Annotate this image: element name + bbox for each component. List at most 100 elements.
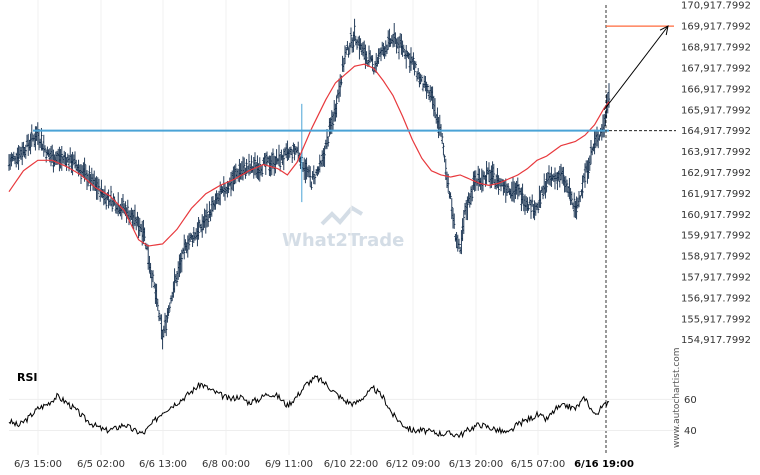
ohlc-bar [521,183,524,204]
ohlc-bar [413,60,416,76]
ohlc-bar [346,41,349,51]
ohlc-bar [441,133,444,145]
ohlc-bar [197,216,200,240]
ohlc-bar [143,227,146,242]
ohlc-bar [420,74,423,83]
ohlc-bar [581,175,584,199]
ohlc-bar [412,52,415,70]
ohlc-bar [453,213,456,229]
ohlc-bar [165,314,168,337]
ohlc-bar [492,163,495,184]
watermark-text: What2Trade [282,230,404,251]
ohlc-bar [349,27,353,48]
ohlc-bar [598,134,601,141]
price-tick-label: 154,917.7992 [681,335,751,346]
rsi-level-lines [9,398,676,431]
price-tick-label: 162,917.7992 [681,168,751,179]
rsi-tick-label: 40 [684,426,697,437]
ohlc-bar [271,148,275,169]
ohlc-bar [40,127,43,151]
ohlc-bar [183,234,186,260]
ohlc-bar [247,153,251,176]
ohlc-bar [497,175,500,195]
ohlc-bar [335,95,338,118]
ohlc-bar [527,204,530,211]
ohlc-bar [570,191,573,205]
rsi-line [8,375,610,439]
ohlc-bar [43,145,47,153]
ohlc-bar [12,151,15,162]
ohlc-bar [167,305,170,317]
ohlc-bar [541,185,545,200]
ohlc-bar [21,142,24,166]
ohlc-bar [253,152,257,176]
ohlc-bar [291,149,294,164]
ohlc-bar [166,308,169,323]
price-tick-label: 155,917.7992 [681,314,751,325]
price-axis: 170,917.7992 169,917.7992 168,917.7992 167,… [681,1,751,347]
ohlc-bar [544,180,547,199]
ohlc-bar [579,195,582,203]
time-tick-label: 6/15 07:00 [511,459,565,470]
ohlc-bar [575,196,578,220]
time-tick-label: 6/13 20:00 [449,459,503,470]
ohlc-bar [457,238,461,250]
watermark-logo-icon [320,205,364,226]
ohlc-bar [149,262,152,279]
ohlc-bar [442,142,445,156]
rsi-axis: 60 40 [684,395,697,437]
ohlc-bar [207,214,210,227]
ohlc-bar [279,153,282,172]
ohlc-bar [531,194,534,207]
ohlc-bar [309,166,312,187]
ohlc-bar [156,298,159,311]
ohlc-bar [471,185,474,202]
ohlc-bar [402,44,405,53]
ohlc-bar [507,183,510,193]
moving-average-line [8,63,610,247]
time-tick-label: 6/3 15:00 [14,459,62,470]
ohlc-bar [30,124,33,147]
projection-arrow-line [603,25,669,111]
ohlc-bar [258,157,261,182]
ohlc-bar [88,165,91,184]
time-gridlines [37,0,539,455]
ohlc-bar [205,203,209,228]
ohlc-bar [565,179,569,193]
time-tick-label: 6/10 22:00 [324,459,378,470]
ohlc-bar [588,155,591,171]
ohlc-bar [323,145,326,167]
ohlc-bar [168,302,171,312]
ohlc-bar [261,164,264,177]
ohlc-bar [562,166,565,186]
ohlc-bar [274,156,277,174]
ohlc-bar [587,157,590,179]
ohlc-bar [353,18,356,42]
price-tick-label: 163,917.7992 [681,147,751,158]
ohlc-bar [105,194,108,210]
ohlc-bar [433,98,437,119]
ohlc-bar [17,145,20,170]
time-tick-label: 6/5 02:00 [77,459,125,470]
autochartist-credit: www.autochartist.com [672,347,682,448]
ohlc-bar [414,61,417,69]
price-tick-label: 170,917.7992 [681,1,751,12]
price-tick-label: 167,917.7992 [681,63,751,74]
ohlc-bar [327,136,330,147]
price-tick-label: 166,917.7992 [681,84,751,95]
ohlc-bar [157,310,161,322]
ohlc-bar [526,197,529,214]
price-tick-label: 159,917.7992 [681,231,751,242]
ohlc-bar [310,181,313,190]
projection-arrow [603,25,669,111]
ohlc-bar [539,190,542,209]
ohlc-bar [282,148,285,171]
price-tick-label: 157,917.7992 [681,273,751,284]
ohlc-bar [79,163,83,184]
price-tick-label: 169,917.7992 [681,22,751,33]
projection-arrow-head [659,25,669,36]
rsi-tick-label: 60 [684,395,697,406]
time-tick-label: 6/16 19:00 [574,459,634,470]
ohlc-bar [187,233,191,250]
